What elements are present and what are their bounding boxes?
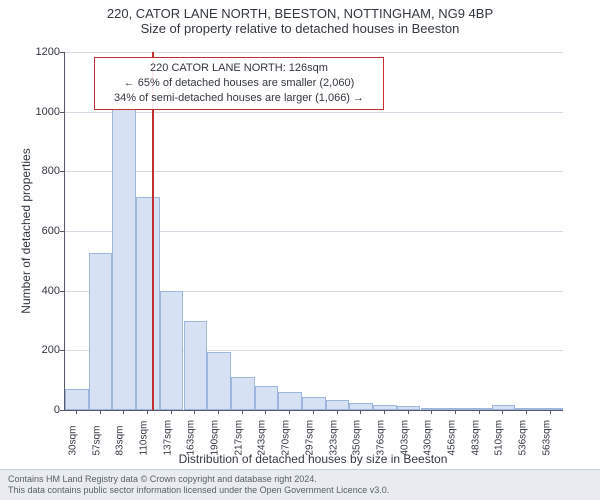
histogram-bar bbox=[515, 408, 539, 410]
y-tick-label: 600 bbox=[20, 225, 60, 237]
page-title: 220, CATOR LANE NORTH, BEESTON, NOTTINGH… bbox=[0, 0, 600, 21]
x-tick-mark bbox=[194, 410, 195, 414]
annotation-line-2: ← 65% of detached houses are smaller (2,… bbox=[101, 76, 377, 91]
x-tick-mark bbox=[218, 410, 219, 414]
histogram-bar bbox=[184, 321, 208, 411]
y-tick-label: 800 bbox=[20, 165, 60, 177]
histogram-bar bbox=[302, 397, 326, 410]
page-subtitle: Size of property relative to detached ho… bbox=[0, 21, 600, 38]
x-tick-mark bbox=[479, 410, 480, 414]
x-tick-mark bbox=[360, 410, 361, 414]
histogram-bar bbox=[112, 103, 136, 410]
x-tick-mark bbox=[550, 410, 551, 414]
y-tick-label: 0 bbox=[20, 404, 60, 416]
x-tick-mark bbox=[337, 410, 338, 414]
annotation-line-1: 220 CATOR LANE NORTH: 126sqm bbox=[101, 61, 377, 76]
footer: Contains HM Land Registry data © Crown c… bbox=[0, 469, 600, 500]
grid-line bbox=[65, 112, 563, 113]
grid-line bbox=[65, 52, 563, 53]
histogram-bar bbox=[492, 405, 516, 410]
histogram-bar bbox=[326, 400, 350, 410]
x-tick-mark bbox=[147, 410, 148, 414]
x-tick-mark bbox=[431, 410, 432, 414]
x-tick-mark bbox=[384, 410, 385, 414]
histogram-bar bbox=[349, 403, 373, 410]
histogram-bar bbox=[207, 352, 231, 410]
y-tick-label: 400 bbox=[20, 285, 60, 297]
x-tick-mark bbox=[171, 410, 172, 414]
x-tick-mark bbox=[242, 410, 243, 414]
y-tick-label: 200 bbox=[20, 344, 60, 356]
histogram-bar bbox=[255, 386, 279, 410]
x-tick-mark bbox=[76, 410, 77, 414]
x-tick-mark bbox=[526, 410, 527, 414]
x-tick-mark bbox=[502, 410, 503, 414]
x-tick-mark bbox=[455, 410, 456, 414]
x-axis-label: Distribution of detached houses by size … bbox=[64, 452, 562, 466]
histogram-bar bbox=[231, 377, 255, 410]
x-tick-mark bbox=[123, 410, 124, 414]
annotation-box: 220 CATOR LANE NORTH: 126sqm ← 65% of de… bbox=[94, 57, 384, 110]
grid-line bbox=[65, 171, 563, 172]
histogram-bar bbox=[136, 197, 160, 410]
x-tick-mark bbox=[265, 410, 266, 414]
histogram-bar bbox=[397, 406, 421, 410]
footer-line-1: Contains HM Land Registry data © Crown c… bbox=[8, 474, 592, 485]
x-tick-mark bbox=[289, 410, 290, 414]
x-tick-mark bbox=[313, 410, 314, 414]
histogram-bar bbox=[160, 291, 184, 410]
histogram-bar bbox=[373, 405, 397, 410]
x-tick-mark bbox=[408, 410, 409, 414]
histogram-bar bbox=[89, 253, 113, 410]
histogram-bar bbox=[278, 392, 302, 410]
footer-line-2: This data contains public sector informa… bbox=[8, 485, 592, 496]
y-tick-label: 1200 bbox=[20, 46, 60, 58]
x-tick-mark bbox=[100, 410, 101, 414]
y-tick-label: 1000 bbox=[20, 106, 60, 118]
histogram-bar bbox=[539, 408, 563, 410]
histogram-bar bbox=[421, 408, 445, 410]
annotation-line-3: 34% of semi-detached houses are larger (… bbox=[101, 91, 377, 106]
histogram-bar bbox=[65, 389, 89, 410]
